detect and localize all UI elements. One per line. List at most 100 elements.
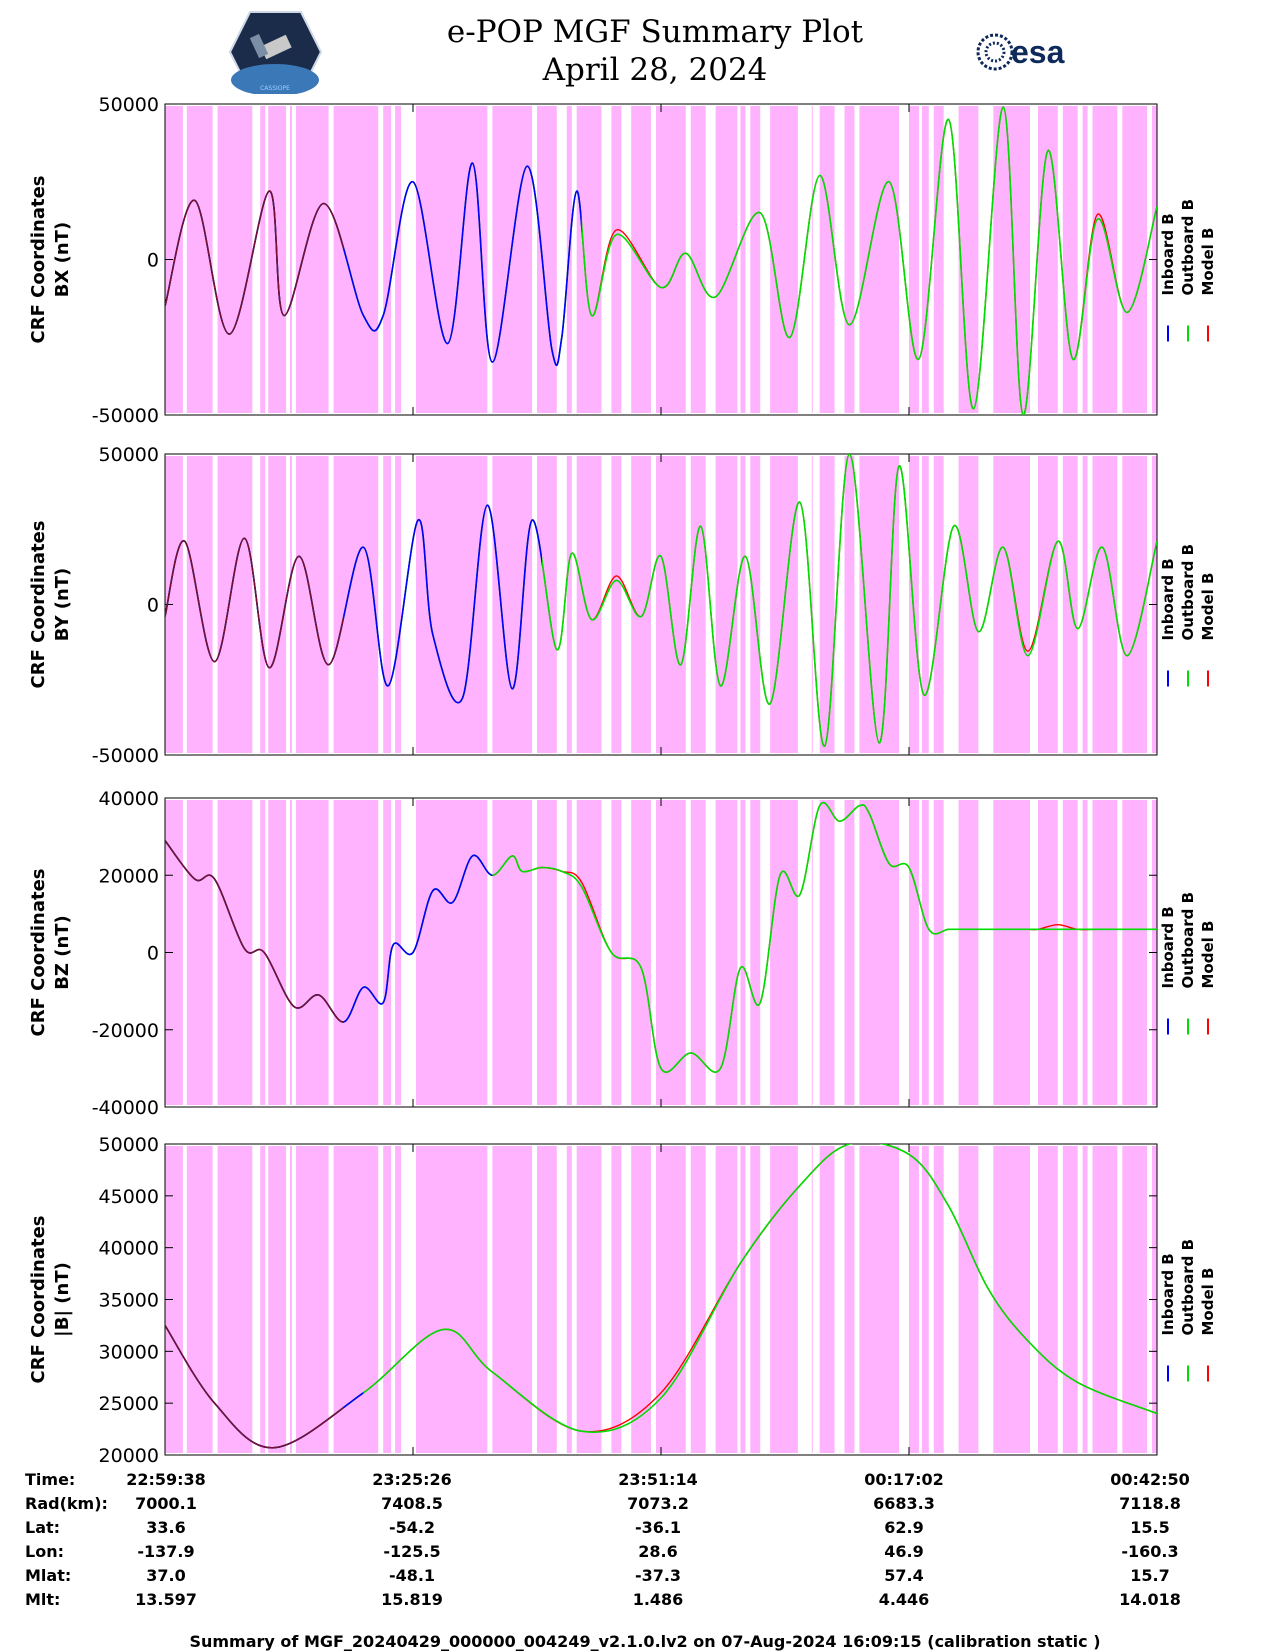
mask-segment xyxy=(268,1146,287,1453)
mask-segment xyxy=(1092,1146,1118,1453)
mask-segment xyxy=(295,1146,329,1453)
mask-segment xyxy=(958,800,979,1105)
mask-segment xyxy=(416,800,488,1105)
mask-segment xyxy=(260,106,266,413)
y-axis-label: CRF Coordinates xyxy=(28,176,49,344)
y-tick-label: 0 xyxy=(147,943,159,965)
mask-segment xyxy=(611,1146,622,1453)
mask-segment xyxy=(383,800,392,1105)
mask-segment xyxy=(921,1146,929,1453)
y-axis-label: CRF Coordinates xyxy=(28,1216,49,1384)
mask-segment xyxy=(993,1146,1030,1453)
legend-label: Outboard B xyxy=(1179,199,1197,296)
mask-segment xyxy=(859,106,900,413)
mask-segment xyxy=(576,456,602,753)
panel-4: 50000 45000 40000 35000 30000 25000 20000 CRF C… xyxy=(28,1134,1217,1467)
mask-segment xyxy=(958,456,979,753)
time-value: 00:17:02 xyxy=(864,1470,944,1489)
mask-segment xyxy=(1122,106,1148,413)
row-label-mlt: Mlt: xyxy=(25,1590,61,1609)
mask-segment xyxy=(1122,1146,1148,1453)
mask-segment xyxy=(811,1146,813,1453)
mlt-value: 4.446 xyxy=(878,1590,930,1609)
cassiope-logo-text: CASSIOPE xyxy=(260,85,290,92)
y-axis-label: BX (nT) xyxy=(52,222,73,297)
series-inboard-line xyxy=(165,840,493,1023)
mask-segment xyxy=(844,800,855,1105)
rad-value: 7073.2 xyxy=(627,1494,689,1513)
esa-logo: esa xyxy=(976,33,1065,71)
mask-segment xyxy=(859,456,900,753)
mask-segment xyxy=(1092,456,1118,753)
mask-segment xyxy=(1038,1146,1058,1453)
mask-segment xyxy=(186,106,213,413)
y-tick-label: 40000 xyxy=(99,1238,159,1260)
mask-segment xyxy=(1038,800,1058,1105)
mask-segment xyxy=(537,456,557,753)
mask-segment xyxy=(1062,106,1078,413)
lon-value: -160.3 xyxy=(1121,1542,1179,1561)
mask-segment xyxy=(690,800,706,1105)
mask-segment xyxy=(921,456,929,753)
mask-segment xyxy=(566,456,572,753)
row-label-lat: Lat: xyxy=(25,1518,61,1537)
plot-title: e-POP MGF Summary Plot xyxy=(446,14,864,50)
y-tick-label: 20000 xyxy=(99,865,159,887)
mask-segment xyxy=(416,456,488,753)
y-axis-label: BZ (nT) xyxy=(52,915,73,990)
y-tick-label: -20000 xyxy=(92,1020,159,1042)
y-tick-label: 35000 xyxy=(99,1290,159,1312)
time-value: 23:25:26 xyxy=(372,1470,452,1489)
lat-value: 15.5 xyxy=(1130,1518,1170,1537)
lon-value: 28.6 xyxy=(638,1542,678,1561)
mask-segment xyxy=(1122,800,1148,1105)
mask-segment xyxy=(1082,106,1088,413)
mlat-value: 57.4 xyxy=(884,1566,924,1585)
mask-segment xyxy=(715,800,738,1105)
mask-segment xyxy=(958,106,979,413)
row-label-rad: Rad(km): xyxy=(25,1494,108,1513)
mlat-value: -48.1 xyxy=(388,1566,436,1585)
lat-value: 62.9 xyxy=(884,1518,924,1537)
rad-value: 7118.8 xyxy=(1119,1494,1181,1513)
mask-segment xyxy=(631,1146,651,1453)
mask-segment xyxy=(576,800,602,1105)
mask-segment xyxy=(290,456,292,753)
mlat-value: 15.7 xyxy=(1130,1566,1170,1585)
mask-segment xyxy=(383,106,392,413)
mask-segment xyxy=(537,106,557,413)
y-axis-label: |B| (nT) xyxy=(52,1262,73,1337)
mask-segment xyxy=(492,106,533,413)
panel-1: 50000 0 -50000 CRF Coordinates BX (nT) Inboar… xyxy=(28,94,1217,427)
y-tick-label: 25000 xyxy=(99,1393,159,1415)
mask-segment xyxy=(566,1146,572,1453)
mask-segment xyxy=(690,1146,706,1453)
mask-segment xyxy=(933,106,944,413)
mask-segment xyxy=(576,1146,602,1453)
mask-segment xyxy=(1092,800,1118,1105)
mask-segment xyxy=(921,800,929,1105)
mlat-value: -37.3 xyxy=(634,1566,682,1585)
mask-segment xyxy=(333,456,379,753)
mask-segment xyxy=(770,106,798,413)
mask-segment xyxy=(268,456,287,753)
mask-segment xyxy=(492,456,533,753)
mask-segment xyxy=(1038,456,1058,753)
mask-segment xyxy=(631,456,651,753)
legend-label: Model B xyxy=(1199,921,1217,989)
mask-segment xyxy=(1082,800,1088,1105)
mask-segment xyxy=(993,106,1030,413)
lon-value: -125.5 xyxy=(383,1542,441,1561)
mlt-value: 1.486 xyxy=(632,1590,684,1609)
mask-segment xyxy=(416,1146,488,1453)
plot-date: April 28, 2024 xyxy=(542,52,768,88)
mask-segment xyxy=(165,800,183,1105)
mask-segment xyxy=(217,456,253,753)
mask-segment xyxy=(770,800,798,1105)
mask-segment xyxy=(715,106,738,413)
y-tick-label: -50000 xyxy=(92,745,159,767)
mask-segment xyxy=(537,1146,557,1453)
rad-value: 7000.1 xyxy=(135,1494,197,1513)
mask-segment xyxy=(656,106,686,413)
mask-segment xyxy=(656,456,686,753)
